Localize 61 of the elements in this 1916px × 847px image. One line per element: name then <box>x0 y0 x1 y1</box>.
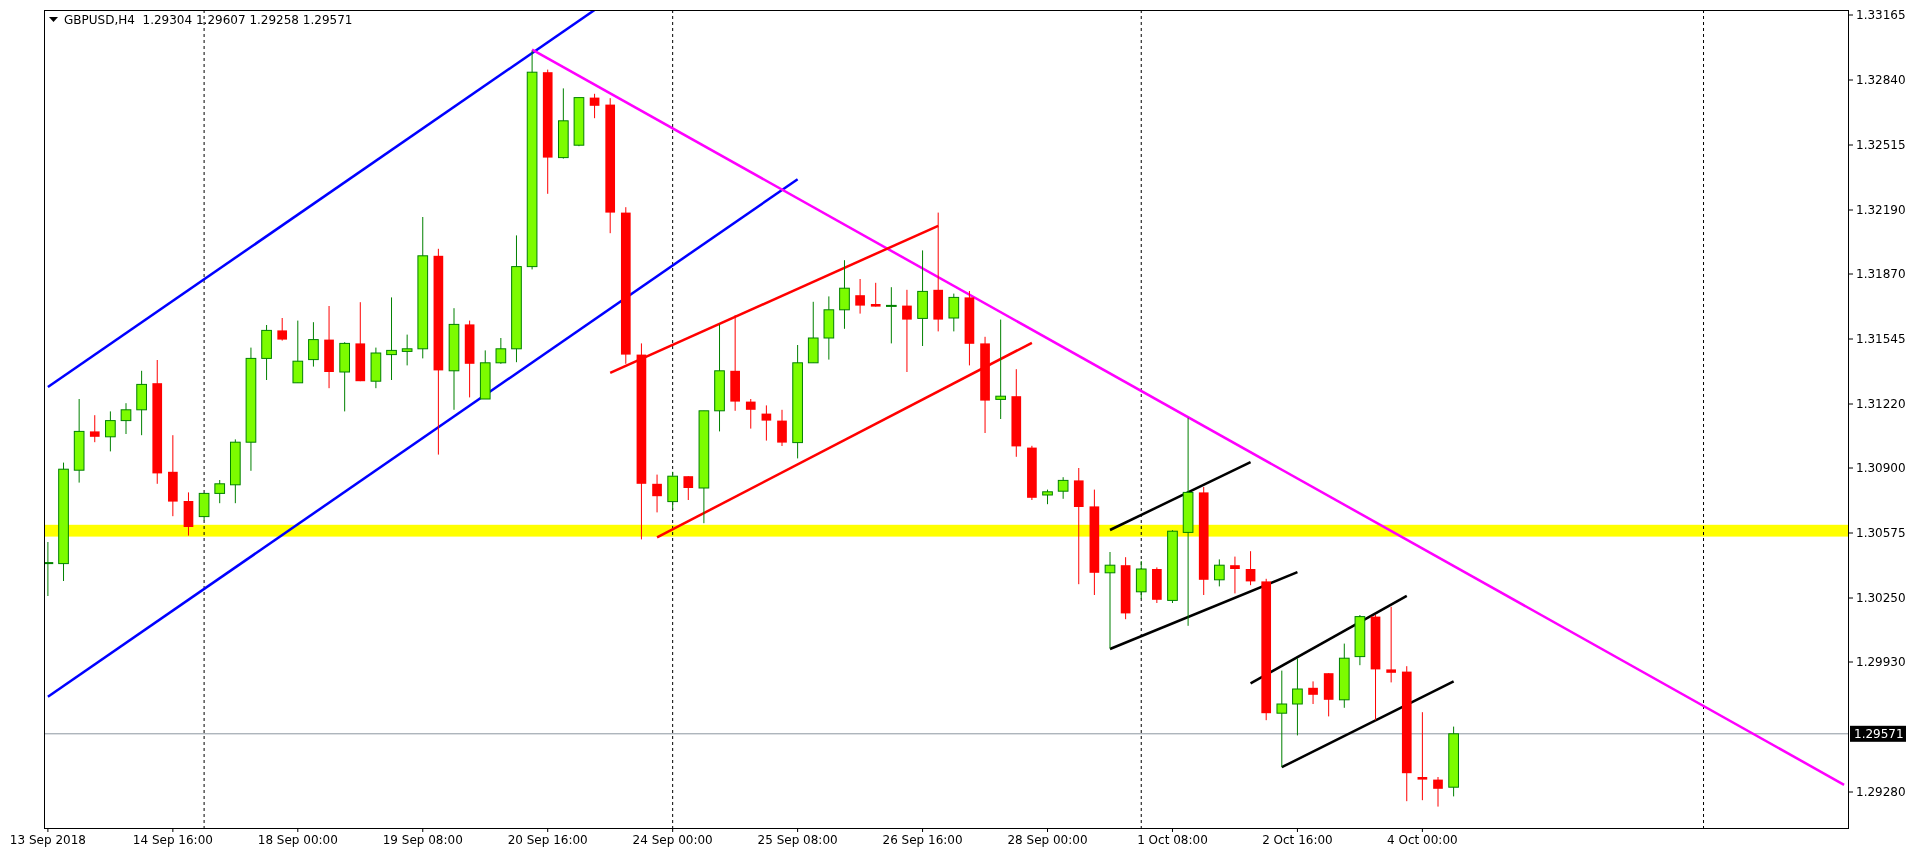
candlestick <box>855 278 865 315</box>
candlestick <box>1308 680 1318 705</box>
candlestick <box>120 402 132 435</box>
y-tick-label: 1.33165 <box>1856 8 1906 23</box>
y-tick-label: 1.29280 <box>1856 785 1906 800</box>
candlestick <box>885 286 897 344</box>
x-tick-label: 20 Sep 16:00 <box>507 833 588 847</box>
candlestick <box>995 319 1007 420</box>
candlestick <box>401 334 413 366</box>
candlestick <box>214 479 226 504</box>
y-tick-label: 1.30575 <box>1856 526 1906 541</box>
candlestick <box>683 475 694 501</box>
ref-line-label: 1.29571 <box>1854 727 1904 741</box>
candlestick <box>902 289 912 373</box>
candlestick <box>1276 670 1288 768</box>
y-tick-label: 1.32515 <box>1856 138 1906 153</box>
candlestick <box>105 410 116 452</box>
chart-title: GBPUSD,H4 1.29304 1.29607 1.29258 1.29571 <box>64 13 353 27</box>
candlestick <box>1433 776 1443 808</box>
candlestick <box>308 321 319 368</box>
candlestick <box>1213 558 1225 587</box>
y-tick-label: 1.31545 <box>1856 332 1906 347</box>
candlestick <box>870 282 881 308</box>
candlestick <box>277 317 288 342</box>
candlestick <box>292 320 304 384</box>
candlestick <box>386 296 397 381</box>
candlestick <box>1245 550 1256 586</box>
x-tick-label: 4 Oct 00:00 <box>1387 833 1458 847</box>
y-tick-label: 1.32840 <box>1856 73 1906 88</box>
x-tick-label: 19 Sep 08:00 <box>382 833 463 847</box>
candlestick <box>948 293 960 332</box>
y-tick-label: 1.31220 <box>1856 397 1906 412</box>
candlestick <box>89 414 100 443</box>
y-tick-label: 1.29930 <box>1856 655 1906 670</box>
y-tick-label: 1.31870 <box>1856 267 1906 282</box>
y-tick-label: 1.30250 <box>1856 591 1906 606</box>
candlestick <box>1292 657 1303 736</box>
x-tick-label: 28 Sep 00:00 <box>1007 833 1088 847</box>
candlestick <box>777 409 787 447</box>
candlestick <box>1386 606 1396 683</box>
y-tick-label: 1.32190 <box>1856 203 1906 218</box>
candlestick <box>1230 556 1240 594</box>
x-tick-label: 2 Oct 16:00 <box>1262 833 1333 847</box>
candlestick <box>652 474 662 513</box>
candlestick <box>1417 711 1428 801</box>
x-tick-label: 18 Sep 00:00 <box>257 833 338 847</box>
x-tick-label: 13 Sep 2018 <box>9 833 86 847</box>
candlestick <box>745 398 756 430</box>
candlestick <box>495 337 507 365</box>
x-tick-label: 14 Sep 16:00 <box>132 833 213 847</box>
x-tick-label: 1 Oct 08:00 <box>1137 833 1208 847</box>
candlestick <box>1135 560 1147 600</box>
x-tick-label: 24 Sep 00:00 <box>632 833 713 847</box>
y-tick-label: 1.30900 <box>1856 461 1906 476</box>
candlestick <box>761 404 772 442</box>
candlestick <box>1057 476 1069 500</box>
candlestick <box>839 259 850 330</box>
x-tick-label: 26 Sep 16:00 <box>882 833 963 847</box>
candlestick <box>589 93 600 119</box>
x-tick-label: 25 Sep 08:00 <box>757 833 838 847</box>
candlestick <box>198 492 210 521</box>
